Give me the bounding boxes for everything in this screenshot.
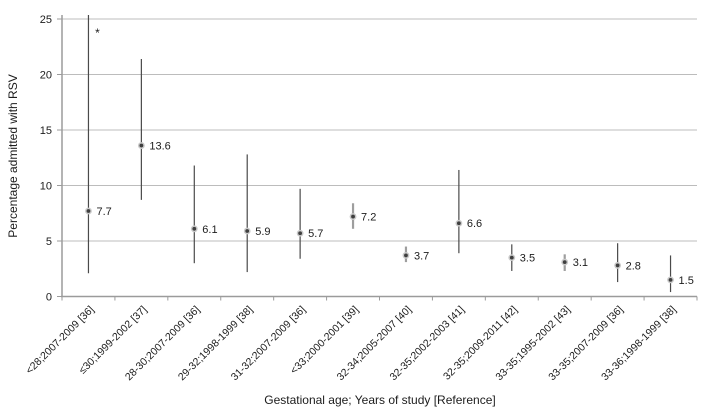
x-tick-labels: <28;2007-2009 [36]≤30;1999-2002 [37]28-3…	[23, 304, 678, 384]
data-label: 6.6	[467, 218, 482, 230]
data-point-marker	[456, 221, 461, 226]
data-label: 3.1	[573, 257, 588, 269]
y-axis-title: Percentage admitted with RSV	[6, 74, 20, 237]
y-tick-labels: 0 5 10 15 20 25	[40, 14, 52, 304]
data-labels: 7.7 13.6 6.1 5.9 5.7 7.2 3.7 6.6 3.5 3.1 2.8 1.5	[96, 141, 693, 287]
data-label: 6.1	[202, 224, 217, 236]
y-tick-label: 15	[40, 125, 52, 137]
data-label: 7.2	[361, 212, 376, 224]
data-point-marker	[509, 255, 514, 260]
y-tick-label: 5	[46, 236, 52, 248]
data-label: 1.5	[679, 275, 694, 287]
data-point-marker	[192, 226, 197, 231]
axes	[57, 15, 698, 301]
asterisk-annotation: *	[95, 26, 100, 40]
data-label: 3.5	[520, 253, 535, 265]
data-point-marker	[298, 231, 303, 236]
data-label: 2.8	[626, 260, 641, 272]
error-bars	[87, 15, 672, 293]
y-tick-label: 20	[40, 70, 52, 82]
data-label: 5.9	[255, 226, 270, 238]
y-tick-label: 0	[46, 292, 52, 304]
data-point-marker	[139, 143, 144, 148]
data-point-marker	[404, 253, 408, 258]
data-point-marker	[86, 209, 91, 213]
gridlines	[62, 18, 697, 242]
data-point-marker	[562, 260, 567, 264]
data-label: 13.6	[149, 141, 170, 153]
data-point-marker	[615, 263, 620, 268]
data-label: 7.7	[96, 206, 111, 218]
y-tick-label: 10	[40, 181, 52, 193]
clipped-ci-asterisk: *	[95, 26, 100, 40]
x-axis-title: Gestational age; Years of study [Referen…	[264, 393, 495, 407]
data-point-marker	[245, 229, 250, 233]
data-label: 3.7	[414, 250, 429, 262]
y-tick-label: 25	[40, 14, 52, 26]
data-label: 5.7	[308, 228, 323, 240]
data-point-marker	[351, 214, 355, 219]
data-point-marker	[668, 277, 673, 282]
data-point-markers	[85, 142, 674, 284]
